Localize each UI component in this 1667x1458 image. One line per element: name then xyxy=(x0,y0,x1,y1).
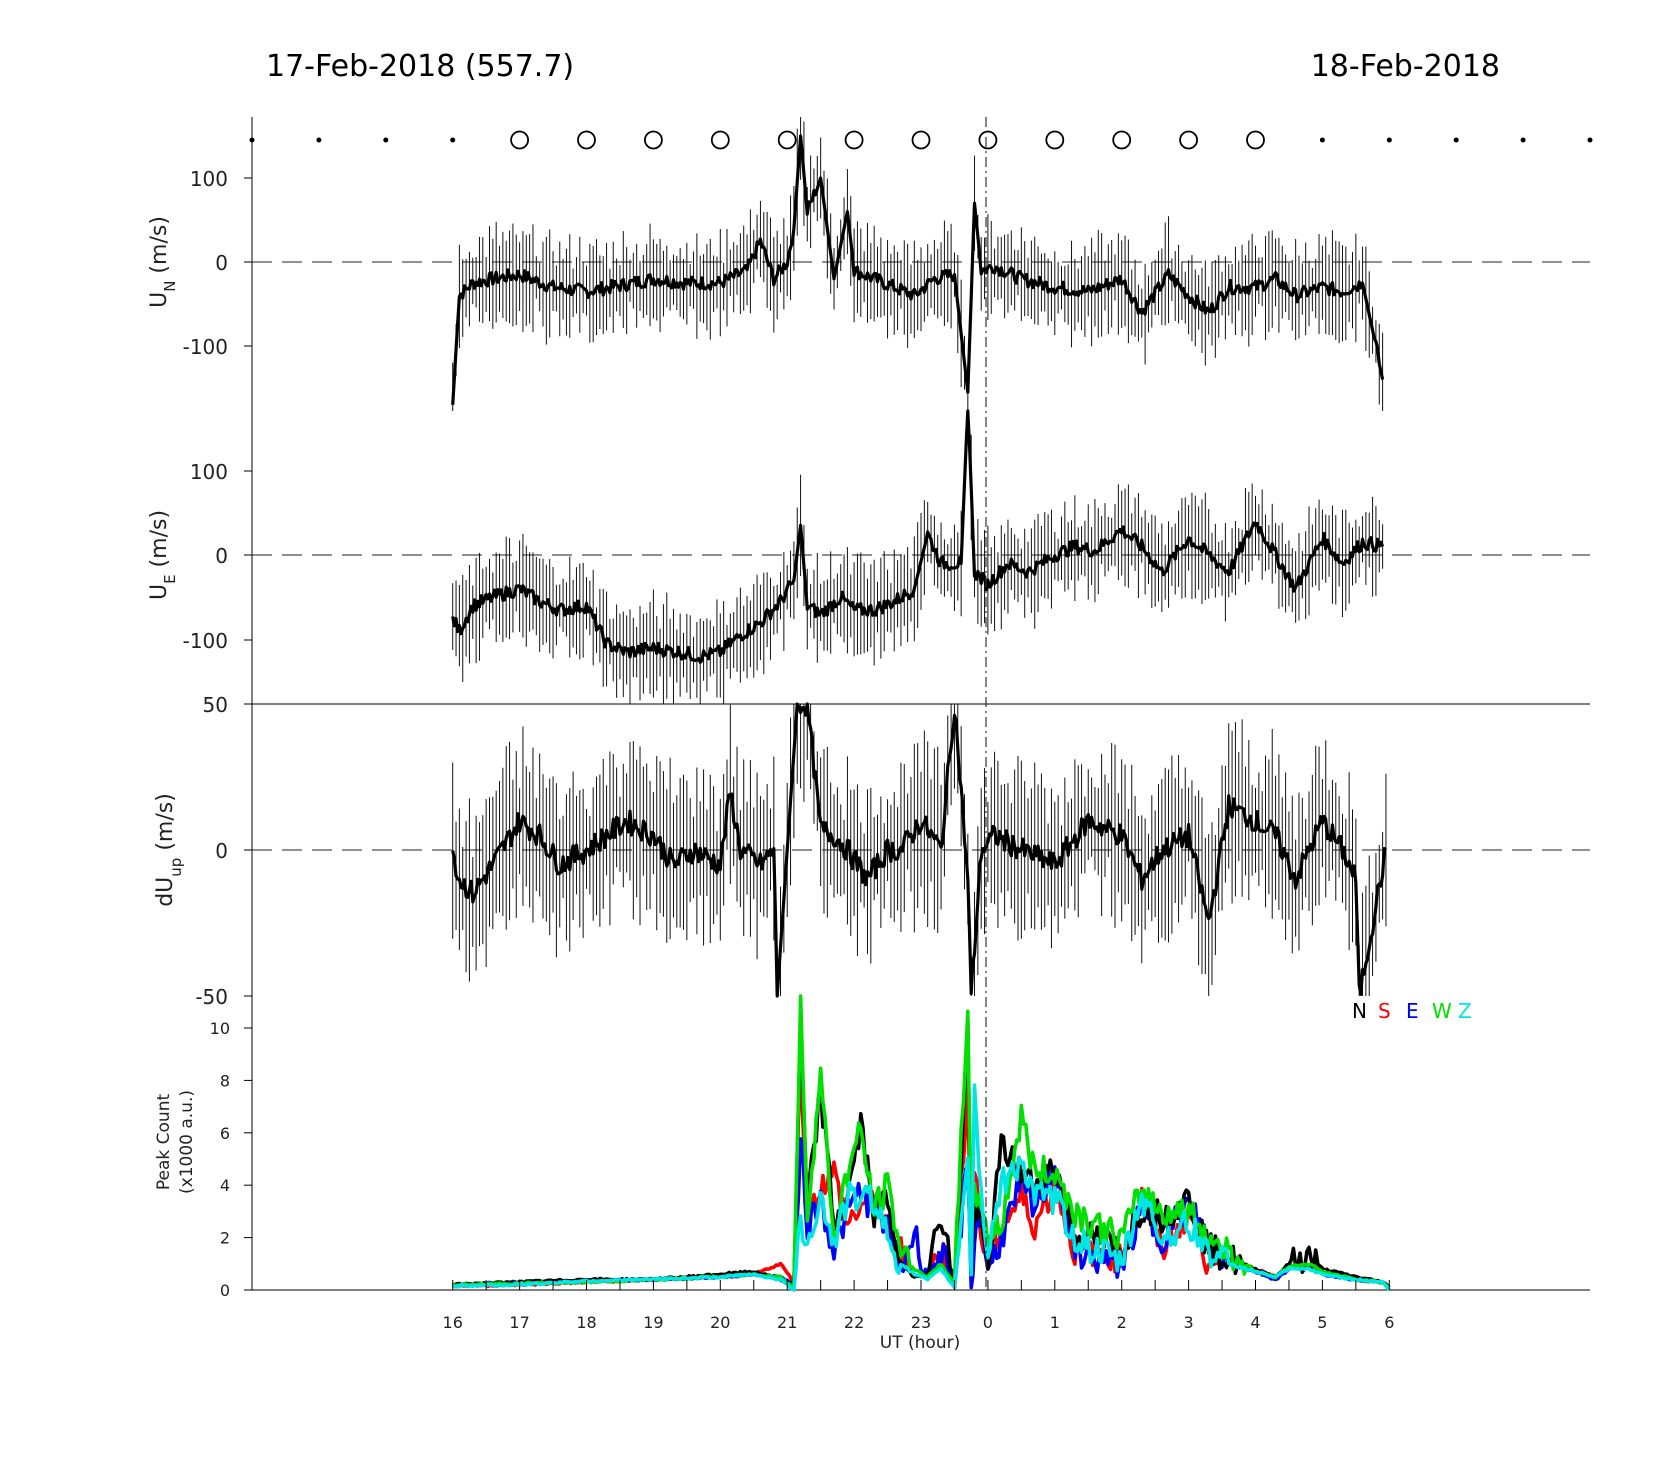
marker-dot-5 xyxy=(1386,137,1392,143)
marker-circle-7 xyxy=(978,130,998,150)
un-tick-label-m100: -100 xyxy=(183,335,228,359)
marker-dot-3 xyxy=(450,137,456,143)
title-left: 17-Feb-2018 (557.7) xyxy=(266,49,574,84)
xtick-label-7: 23 xyxy=(911,1313,931,1332)
xtick-label-2: 18 xyxy=(576,1313,596,1332)
peak-series xyxy=(451,994,1391,1292)
xtick-label-4: 20 xyxy=(710,1313,730,1332)
peak-series-S xyxy=(452,1057,1391,1289)
peak-ytick-label-6: 6 xyxy=(220,1124,230,1143)
marker-circle-9 xyxy=(1112,130,1132,150)
xtick-label-6: 22 xyxy=(844,1313,864,1332)
xtick-label-1: 17 xyxy=(509,1313,529,1332)
marker-circle-1 xyxy=(577,130,596,150)
peak-series-N xyxy=(452,1018,1391,1289)
series-line-UE xyxy=(451,409,1385,664)
xtick-label-5: 21 xyxy=(777,1313,797,1332)
marker-circle-6 xyxy=(911,130,931,150)
legend-W: W xyxy=(1432,999,1452,1023)
duup-series xyxy=(451,702,1388,998)
peak-yticks: 10 8 6 4 2 0 xyxy=(210,1019,252,1300)
peak-ytick-label-0: 0 xyxy=(220,1281,230,1300)
un-tick-label-100: 100 xyxy=(190,167,228,191)
peak-ytick-label-2: 2 xyxy=(220,1229,230,1248)
marker-dot-7 xyxy=(1520,137,1526,143)
peak-ylabel-units: (x1000 a.u.) xyxy=(177,1090,197,1194)
xtick-label-14: 6 xyxy=(1384,1313,1394,1332)
panel-ue: 100 0 -100 UE (m/s) xyxy=(147,409,1590,704)
series-line-UN xyxy=(451,134,1385,405)
marker-dot-6 xyxy=(1453,137,1459,143)
duup-tick-label-50: 50 xyxy=(203,693,228,717)
marker-circle-3 xyxy=(710,130,730,150)
marker-dot-1 xyxy=(316,137,322,143)
x-axis-label: UT (hour) xyxy=(880,1333,960,1353)
marker-circle-11 xyxy=(1246,130,1265,150)
marker-circle-10 xyxy=(1179,130,1198,150)
panel-duup: 50 0 -50 dUup (m/s) xyxy=(153,693,1590,1009)
xtick-label-9: 1 xyxy=(1050,1313,1060,1332)
series-line-dUup xyxy=(451,702,1388,998)
un-series xyxy=(451,117,1385,411)
legend-Z: Z xyxy=(1458,999,1472,1023)
marker-dot-2 xyxy=(383,137,389,143)
legend-S: S xyxy=(1378,999,1391,1023)
marker-circle-5 xyxy=(844,130,864,150)
un-tick-label-0: 0 xyxy=(215,251,228,275)
marker-dot-8 xyxy=(1587,137,1593,143)
xtick-label-12: 4 xyxy=(1250,1313,1260,1332)
ue-tick-label-100: 100 xyxy=(190,460,228,484)
duup-tick-label-m50: -50 xyxy=(195,985,228,1009)
ue-tick-label-0: 0 xyxy=(215,544,228,568)
xtick-label-8: 0 xyxy=(983,1313,993,1332)
legend-E: E xyxy=(1406,999,1419,1023)
xtick-label-11: 3 xyxy=(1184,1313,1194,1332)
un-ylabel: UN (m/s) xyxy=(147,216,179,308)
marker-circle-0 xyxy=(510,130,529,150)
xtick-label-13: 5 xyxy=(1317,1313,1327,1332)
ue-tick-label-m100: -100 xyxy=(183,629,228,653)
xtick-label-10: 2 xyxy=(1117,1313,1127,1332)
legend-N: N xyxy=(1352,999,1367,1023)
marker-dot-4 xyxy=(1319,137,1325,143)
observation-markers xyxy=(249,130,1593,150)
duup-tick-label-0: 0 xyxy=(215,839,228,863)
peak-series-Z xyxy=(452,1083,1391,1292)
marker-circle-2 xyxy=(644,130,663,150)
marker-circle-8 xyxy=(1045,130,1065,150)
marker-circle-4 xyxy=(777,130,797,150)
ue-ylabel: UE (m/s) xyxy=(147,510,179,600)
title-right: 18-Feb-2018 xyxy=(1311,49,1500,84)
peak-ylabel: Peak Count xyxy=(154,1094,174,1191)
panel-un: 100 0 -100 UN (m/s) xyxy=(147,117,1590,411)
peak-ytick-label-8: 8 xyxy=(220,1071,230,1090)
peak-ytick-label-10: 10 xyxy=(210,1019,230,1038)
duup-ylabel: dUup (m/s) xyxy=(153,793,185,907)
peak-series-W xyxy=(451,994,1391,1289)
xtick-label-0: 16 xyxy=(443,1313,463,1332)
ue-series xyxy=(451,409,1385,704)
peak-ytick-label-4: 4 xyxy=(220,1176,230,1195)
peak-xticks: 16 17 18 19 20 21 22 23 0 1 2 3 4 5 6 xyxy=(443,1280,1394,1332)
xtick-label-3: 19 xyxy=(643,1313,663,1332)
